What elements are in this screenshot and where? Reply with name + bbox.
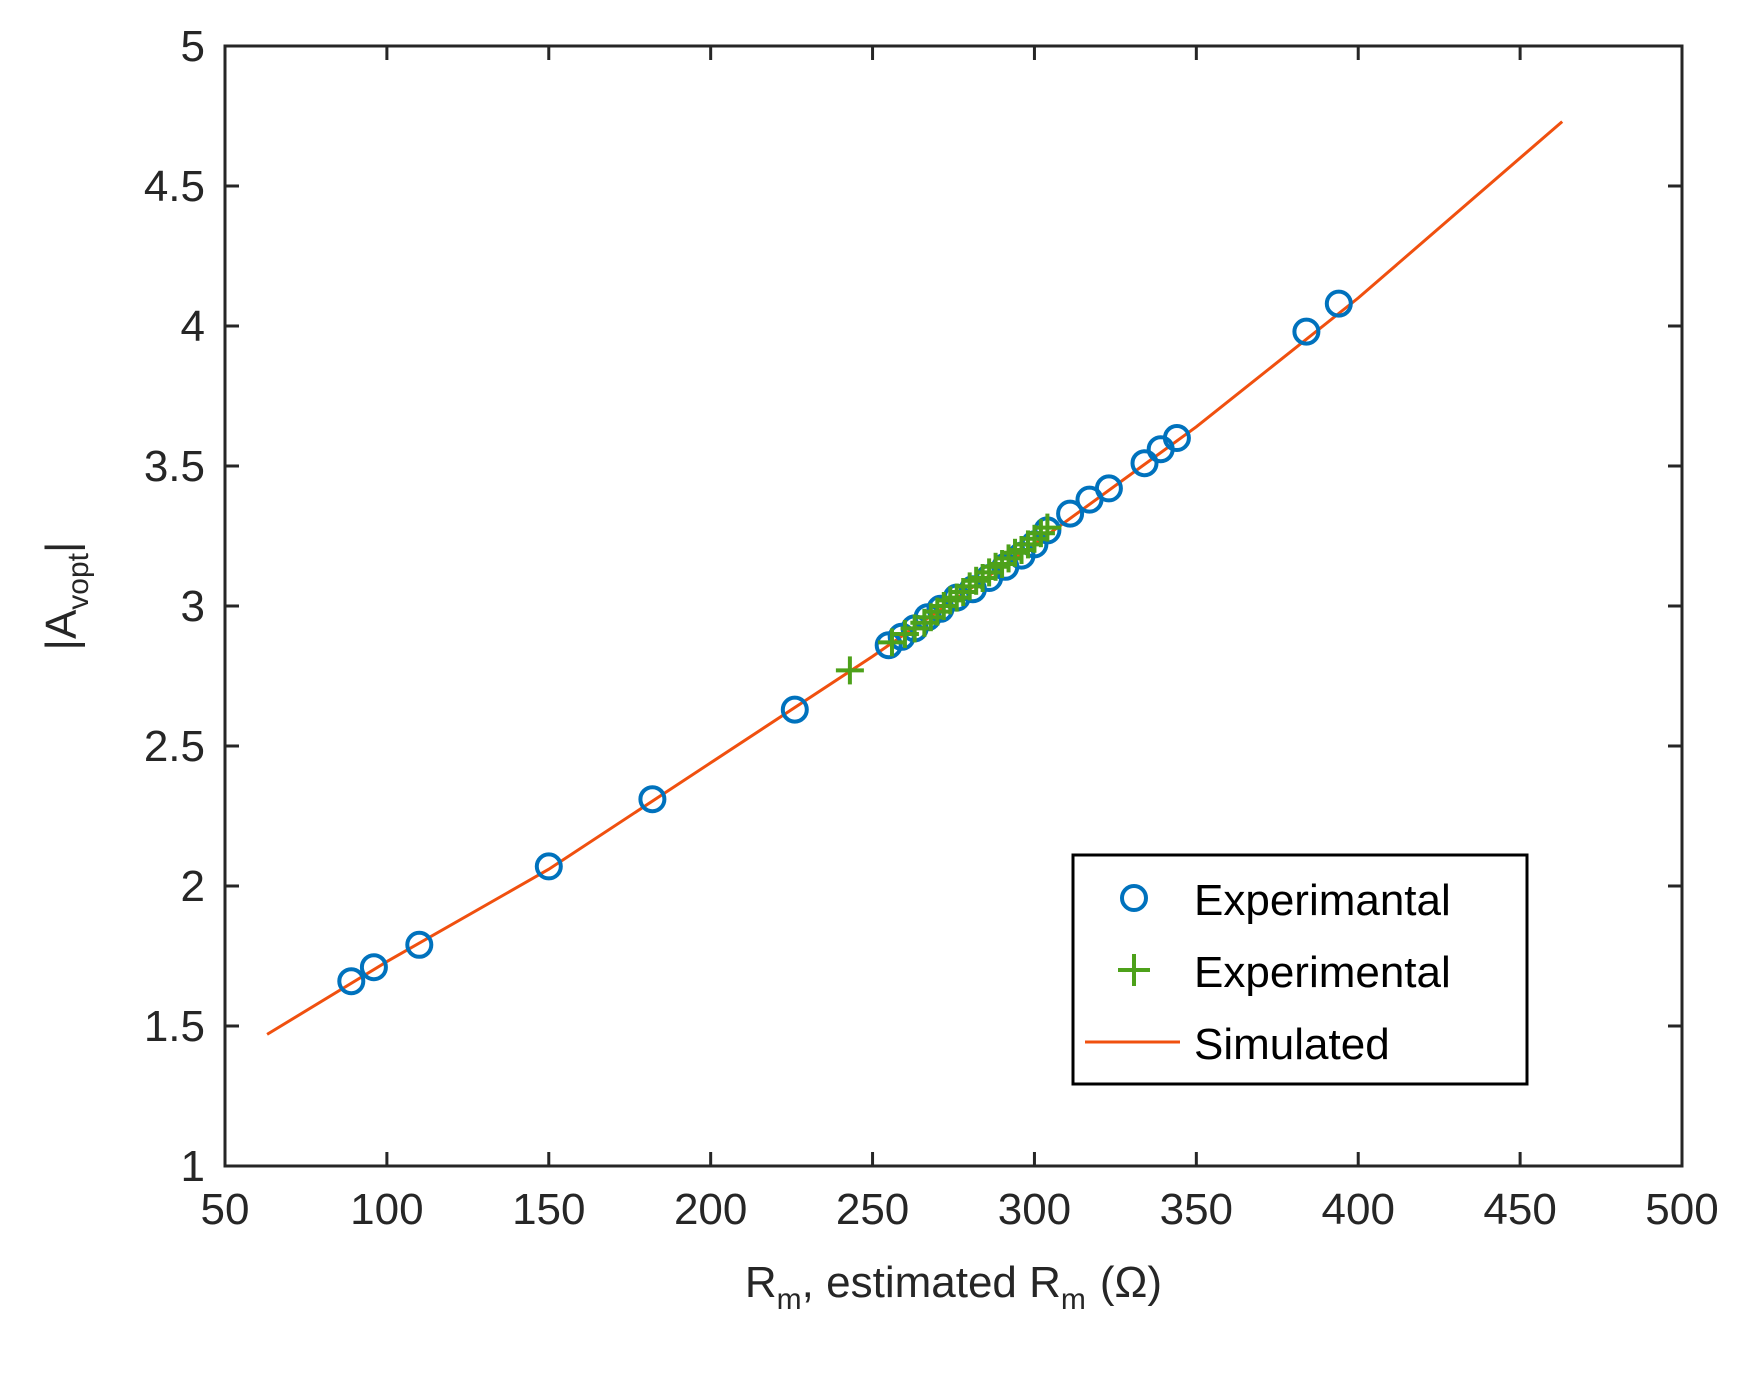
y-tick-label: 5 [181, 22, 205, 71]
data-point-experimantal [638, 785, 667, 814]
x-axis-label-sub1: m [777, 1283, 802, 1316]
series-line-simulated [266, 120, 1564, 1036]
y-tick-label: 1 [181, 1142, 205, 1191]
x-tick-label: 500 [1645, 1185, 1718, 1234]
legend-label-experimantal: Experimantal [1194, 876, 1451, 925]
data-point-experimantal [780, 695, 809, 724]
tick-labels: 50 100 150 200 250 300 350 400 450 500 1 1.5 2 2.5 3 3.… [144, 22, 1719, 1234]
x-axis-label-r: R [745, 1258, 777, 1307]
data-point-experimental [835, 656, 864, 685]
x-tick-label: 350 [1160, 1185, 1233, 1234]
data-point-experimantal [534, 852, 563, 881]
data-point-experimantal [1162, 424, 1191, 452]
data-point-experimantal [337, 967, 366, 996]
axes-layer [223, 44, 1684, 1168]
x-axis-label: Rm, estimated Rm (Ω) [745, 1258, 1162, 1316]
x-tick-label: 450 [1483, 1185, 1556, 1234]
data-point-experimantal [1324, 289, 1353, 318]
y-axis-label: |Avopt| [37, 542, 95, 651]
x-tick-label: 300 [998, 1185, 1071, 1234]
data-point-experimental [1033, 513, 1062, 542]
y-tick-label: 3 [181, 582, 205, 631]
legend: Experimantal Experimental Simulated [1071, 853, 1529, 1086]
y-tick-label: 4.5 [144, 162, 205, 211]
y-tick-label: 4 [181, 302, 205, 351]
y-tick-label: 1.5 [144, 1002, 205, 1051]
x-axis-label-mid: , estimated R [802, 1258, 1061, 1307]
data-point-experimantal [1094, 474, 1123, 503]
data-point-experimental [1026, 519, 1055, 548]
y-axis-label-subscript: vopt [62, 552, 95, 609]
x-axis-label-unit: (Ω) [1100, 1258, 1162, 1307]
x-tick-label: 400 [1322, 1185, 1395, 1234]
y-tick-label: 2.5 [144, 722, 205, 771]
legend-label-simulated: Simulated [1194, 1020, 1390, 1069]
x-axis-label-sub2: m [1061, 1283, 1086, 1316]
x-tick-label: 100 [350, 1185, 423, 1234]
y-tick-label: 3.5 [144, 442, 205, 491]
data-point-experimantal [1056, 499, 1085, 528]
legend-label-experimental: Experimental [1194, 948, 1451, 997]
x-tick-label: 50 [201, 1185, 250, 1234]
x-tick-label: 200 [674, 1185, 747, 1234]
legend-marker-experimantal [1120, 884, 1148, 912]
x-tick-label: 250 [836, 1185, 909, 1234]
y-axis-label-end: | [37, 542, 86, 553]
data-point-experimantal [405, 930, 434, 959]
data-point-experimantal [1130, 449, 1159, 478]
data-point-experimantal [1292, 317, 1321, 346]
series-layer [266, 120, 1564, 1036]
legend-marker-experimental [1118, 954, 1150, 986]
x-tick-label: 150 [512, 1185, 585, 1234]
y-axis-label-main: |A [37, 609, 86, 650]
data-point-experimantal [359, 953, 388, 982]
y-tick-label: 2 [181, 862, 205, 911]
